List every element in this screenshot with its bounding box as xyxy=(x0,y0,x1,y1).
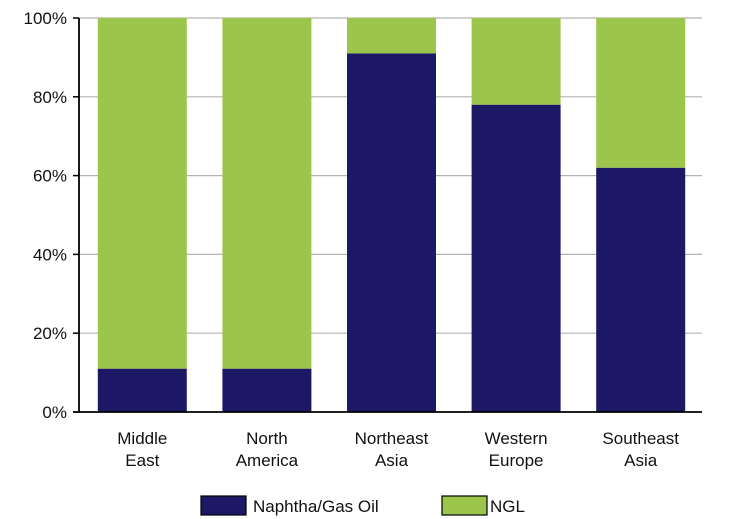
bar-segment-ngl xyxy=(222,18,312,369)
bar-segment-ngl xyxy=(471,18,561,105)
bar-segment-ngl xyxy=(596,18,686,168)
bar-segment-naphtha-gas-oil xyxy=(596,167,686,412)
x-category-label: Southeast Asia xyxy=(602,429,679,470)
x-category-label: Northeast Asia xyxy=(355,429,429,470)
y-tick-label: 40% xyxy=(33,245,67,264)
y-tick-label: 100% xyxy=(24,9,67,28)
x-category-label: Western Europe xyxy=(485,429,548,470)
bar-segment-naphtha-gas-oil xyxy=(347,53,436,413)
bar-segment-ngl xyxy=(347,18,436,54)
bar-segment-naphtha-gas-oil xyxy=(97,368,187,412)
bar-segment-naphtha-gas-oil xyxy=(222,368,312,412)
x-category-label: Middle East xyxy=(117,429,167,470)
x-category-label: North America xyxy=(236,429,299,470)
legend-swatch xyxy=(441,495,488,516)
x-axis-categories: Middle East North America Northeast Asia Weste… xyxy=(117,429,679,470)
y-tick-label: 60% xyxy=(33,167,67,186)
legend-label: Naphtha/Gas Oil xyxy=(253,497,379,516)
legend: Naphtha/Gas Oil NGL xyxy=(200,495,525,516)
legend-label: NGL xyxy=(490,497,525,516)
y-axis-ticks: 0% 20% 40% 60% 80% 100% xyxy=(24,9,67,422)
bar-segment-ngl xyxy=(97,18,187,369)
y-tick-label: 80% xyxy=(33,88,67,107)
y-tick-label: 0% xyxy=(42,403,67,422)
bars xyxy=(97,18,686,413)
legend-swatch xyxy=(200,495,247,516)
y-tick-label: 20% xyxy=(33,324,67,343)
bar-segment-naphtha-gas-oil xyxy=(471,104,561,413)
axes xyxy=(73,17,702,413)
